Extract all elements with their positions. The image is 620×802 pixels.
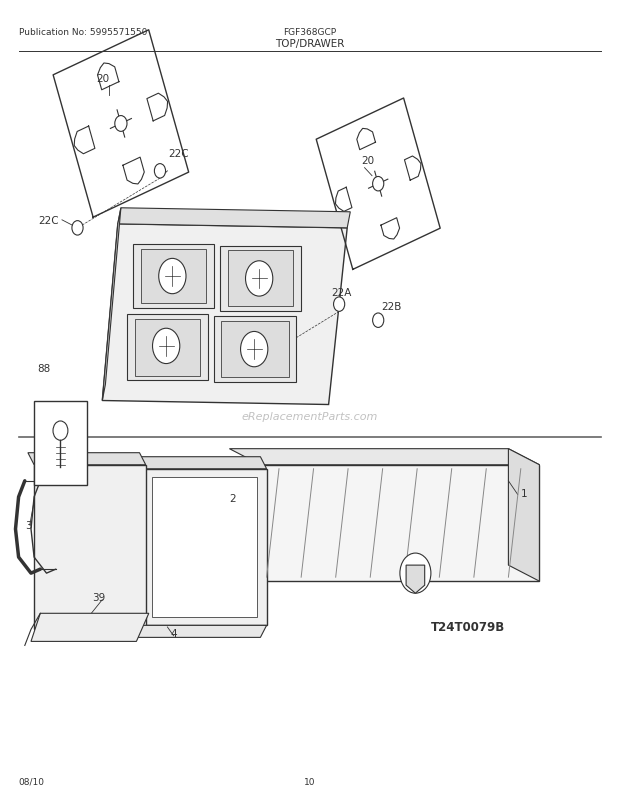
Circle shape [334, 298, 345, 312]
Text: 16: 16 [257, 253, 270, 263]
Text: 7: 7 [403, 567, 410, 577]
Polygon shape [28, 453, 146, 465]
Polygon shape [141, 249, 206, 304]
Polygon shape [406, 565, 425, 593]
Polygon shape [152, 477, 257, 618]
Polygon shape [118, 209, 350, 229]
Circle shape [241, 332, 268, 367]
Polygon shape [127, 314, 208, 381]
Polygon shape [93, 626, 267, 638]
Text: 20: 20 [96, 75, 109, 84]
Text: 3: 3 [25, 520, 32, 530]
Text: eReplacementParts.com: eReplacementParts.com [242, 411, 378, 421]
Polygon shape [228, 251, 293, 306]
Text: 10: 10 [304, 777, 316, 786]
Polygon shape [136, 457, 267, 469]
Polygon shape [102, 225, 347, 405]
Polygon shape [508, 449, 539, 581]
Circle shape [246, 261, 273, 297]
Text: TOP/DRAWER: TOP/DRAWER [275, 38, 345, 48]
Text: 2: 2 [229, 494, 236, 504]
FancyBboxPatch shape [34, 401, 87, 485]
Text: Publication No: 5995571550: Publication No: 5995571550 [19, 28, 147, 37]
Circle shape [153, 329, 180, 364]
Polygon shape [143, 469, 267, 626]
Circle shape [53, 421, 68, 441]
Polygon shape [34, 465, 146, 630]
Text: 39: 39 [92, 593, 105, 602]
Text: 88: 88 [37, 364, 50, 374]
Text: 22A: 22A [332, 288, 352, 298]
Polygon shape [221, 322, 289, 378]
Polygon shape [102, 209, 121, 401]
Polygon shape [260, 465, 539, 581]
Circle shape [115, 116, 127, 132]
Polygon shape [31, 614, 149, 642]
Text: T24T0079B: T24T0079B [431, 621, 505, 634]
Text: 08/10: 08/10 [19, 777, 45, 786]
Text: 22C: 22C [38, 216, 59, 225]
Text: 4: 4 [170, 629, 177, 638]
Polygon shape [229, 449, 539, 465]
Text: 20: 20 [361, 156, 374, 166]
Circle shape [72, 221, 83, 236]
Circle shape [159, 259, 186, 294]
Polygon shape [135, 319, 200, 376]
Text: 1: 1 [521, 488, 528, 498]
Circle shape [373, 177, 384, 192]
Polygon shape [214, 317, 296, 383]
Text: 22C: 22C [169, 149, 189, 159]
Polygon shape [133, 245, 214, 309]
Circle shape [373, 314, 384, 328]
Text: FGF368GCP: FGF368GCP [283, 28, 337, 37]
Circle shape [154, 164, 166, 179]
Polygon shape [220, 246, 301, 311]
Text: 22B: 22B [381, 302, 402, 311]
Circle shape [400, 553, 431, 593]
